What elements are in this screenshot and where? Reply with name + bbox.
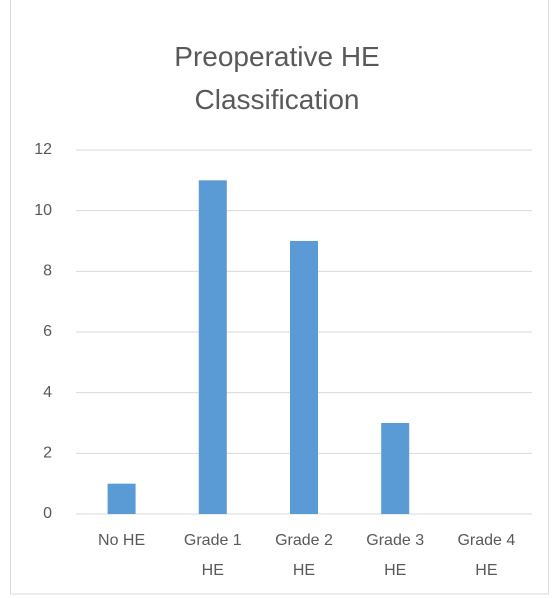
x-tick-label: Grade 1 HE: [183, 532, 242, 579]
y-tick-label: 6: [43, 323, 52, 340]
chart-title: Preoperative HE Classification: [174, 41, 380, 115]
y-tick-label: 4: [43, 384, 52, 401]
y-tick-label: 12: [34, 141, 52, 158]
x-tick-label: Grade 2 HE: [275, 532, 333, 579]
x-tick-label: Grade 3 HE: [366, 532, 425, 579]
bar: [381, 423, 410, 514]
bar: [198, 180, 227, 515]
bar: [290, 241, 318, 514]
y-tick-label: 0: [43, 505, 52, 522]
chart-border: [10, 0, 549, 595]
y-tick-label: 10: [34, 202, 52, 219]
x-tick-label: No HE: [98, 532, 146, 549]
y-tick-label: 8: [43, 263, 52, 280]
y-tick-label: 2: [43, 445, 52, 462]
bar: [107, 483, 136, 514]
x-tick-label: Grade 4 HE: [457, 532, 516, 579]
